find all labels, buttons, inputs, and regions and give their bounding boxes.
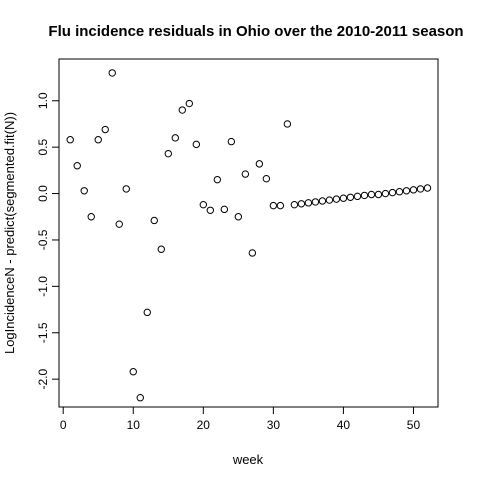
data-point — [409, 186, 418, 194]
data-point — [80, 187, 88, 195]
data-point — [283, 120, 292, 128]
data-point — [227, 137, 236, 146]
data-point — [241, 170, 250, 178]
data-point — [395, 188, 404, 196]
data-point — [115, 220, 123, 228]
data-point — [339, 194, 348, 202]
data-point — [311, 198, 320, 206]
data-point — [346, 193, 355, 201]
data-point — [164, 149, 172, 158]
y-tick-label: -1.5 — [36, 322, 50, 343]
data-points — [66, 69, 432, 402]
y-tick-label: 0.5 — [36, 138, 50, 155]
data-point — [234, 213, 243, 221]
data-point — [318, 197, 327, 205]
y-axis-label: LogIncidenceN - predict(segmented.fit(N)… — [2, 112, 17, 354]
data-point — [325, 196, 334, 204]
y-tick-label: -1.0 — [36, 276, 50, 297]
data-point — [381, 189, 390, 198]
data-point — [416, 185, 425, 193]
data-point — [276, 201, 285, 210]
data-point — [255, 160, 264, 168]
data-point — [129, 368, 137, 376]
data-point — [108, 69, 116, 77]
data-point — [73, 162, 81, 170]
plot-frame — [58, 58, 439, 408]
x-tick-label: 50 — [407, 418, 421, 432]
x-tick-label: 20 — [197, 418, 211, 432]
data-point — [248, 249, 257, 257]
data-point — [66, 136, 74, 144]
data-point — [101, 125, 109, 134]
data-point — [374, 190, 383, 199]
x-axis-label: week — [232, 452, 264, 467]
x-tick-label: 40 — [337, 418, 351, 432]
data-point — [199, 200, 208, 209]
data-point — [213, 175, 222, 184]
data-point — [178, 106, 186, 114]
data-point — [220, 205, 229, 214]
data-point — [402, 187, 411, 195]
data-point — [353, 192, 362, 201]
data-point — [290, 200, 299, 209]
data-point — [206, 206, 215, 214]
data-point — [297, 200, 306, 208]
x-axis: 0 10 20 30 40 50 — [60, 407, 421, 432]
y-tick-label: -2.0 — [36, 368, 50, 389]
data-point — [157, 245, 165, 253]
data-point — [423, 184, 432, 192]
data-point — [143, 308, 151, 317]
data-point — [122, 185, 130, 193]
y-tick-label: 0.0 — [36, 185, 50, 202]
data-point — [136, 394, 144, 402]
data-point — [192, 140, 201, 149]
data-point — [150, 216, 158, 225]
y-tick-label: 1.0 — [36, 92, 50, 109]
data-point — [360, 191, 369, 200]
y-tick-label: -0.5 — [36, 229, 50, 250]
data-point — [388, 188, 397, 197]
data-point — [185, 99, 194, 108]
data-point — [367, 190, 376, 199]
chart-title: Flu incidence residuals in Ohio over the… — [48, 23, 463, 40]
x-tick-label: 0 — [60, 418, 67, 432]
data-point — [171, 134, 179, 142]
data-point — [269, 201, 278, 210]
data-point — [87, 213, 95, 221]
data-point — [94, 136, 102, 144]
y-axis: -2.0 -1.5 -1.0 -0.5 0.0 0.5 1.0 — [36, 92, 59, 390]
data-point — [304, 199, 313, 207]
data-point — [332, 195, 341, 203]
x-tick-label: 30 — [267, 418, 281, 432]
x-tick-label: 10 — [127, 418, 141, 432]
data-point — [262, 175, 271, 183]
